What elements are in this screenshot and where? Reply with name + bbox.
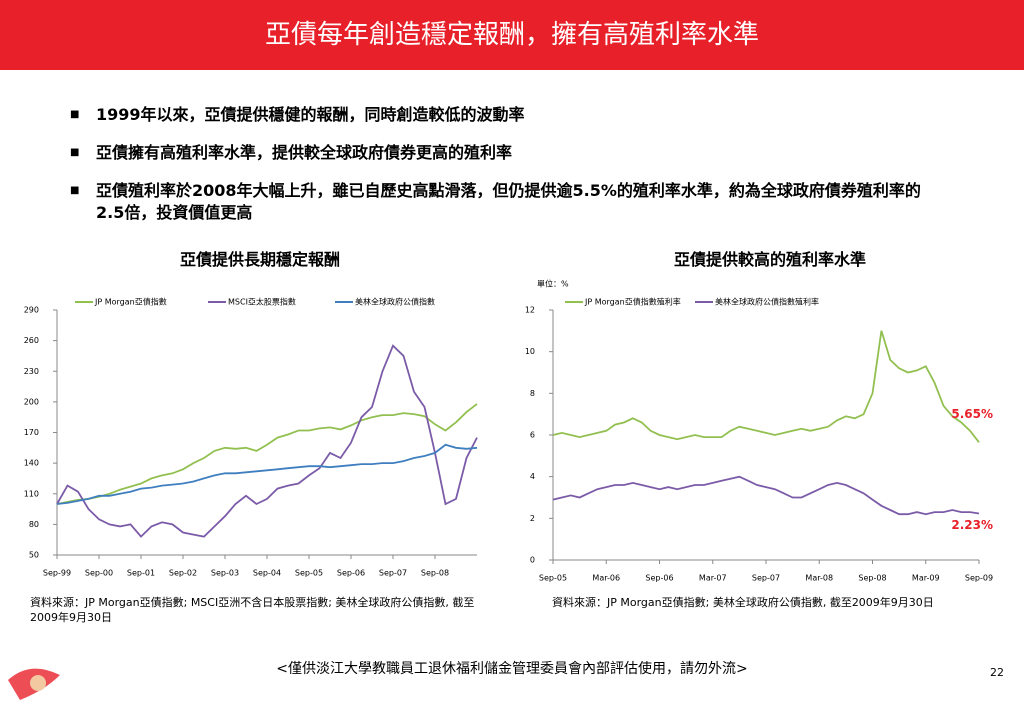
annotation: 2.23%	[951, 518, 993, 532]
bullet-text: 亞債擁有高殖利率水準，提供較全球政府債券更高的殖利率	[96, 143, 513, 162]
legend-label: JP Morgan亞債指數殖利率	[584, 297, 681, 307]
legend-label: JP Morgan亞債指數	[94, 297, 167, 307]
bullet: ■ 1999年以來，亞債提供穩健的報酬，同時創造較低的波動率	[70, 104, 950, 126]
y-tick-label: 6	[530, 431, 535, 440]
series-line	[56, 344, 478, 538]
x-tick-label: Sep-99	[43, 569, 71, 578]
chart-title: 亞債提供較高的殖利率水準	[673, 250, 866, 269]
x-tick-label: Sep-04	[253, 569, 281, 578]
x-tick-label: Sep-08	[858, 574, 886, 583]
page-number: 22	[990, 666, 1004, 679]
unit-label: 單位：%	[537, 279, 569, 289]
y-tick-label: 290	[24, 306, 39, 315]
x-tick-label: Mar-06	[592, 574, 620, 583]
x-tick-label: Sep-05	[295, 569, 323, 578]
x-tick-label: Mar-09	[912, 574, 940, 583]
x-tick-label: Sep-05	[539, 574, 567, 583]
legend-label: 美林全球政府公債指數殖利率	[715, 297, 819, 307]
series-line	[56, 443, 478, 505]
x-tick-label: Sep-03	[211, 569, 239, 578]
y-tick-label: 80	[29, 520, 39, 529]
x-tick-label: Mar-08	[805, 574, 833, 583]
series-line	[56, 403, 478, 505]
logo	[8, 668, 60, 700]
x-tick-label: Sep-06	[645, 574, 673, 583]
annotation: 5.65%	[951, 407, 993, 421]
x-tick-label: Sep-09	[965, 574, 993, 583]
y-tick-label: 140	[24, 459, 39, 468]
y-tick-label: 170	[24, 428, 39, 437]
source: 資料來源：JP Morgan亞債指數; 美林全球政府公債指數, 截至2009年9…	[552, 596, 934, 609]
legend-label: 美林全球政府公債指數	[355, 297, 435, 307]
y-tick-label: 200	[24, 397, 39, 406]
series-line	[552, 475, 980, 516]
x-tick-label: Mar-07	[699, 574, 727, 583]
x-tick-label: Sep-08	[421, 569, 449, 578]
x-tick-label: Sep-00	[85, 569, 113, 578]
x-tick-label: Sep-01	[127, 569, 155, 578]
y-tick-label: 10	[525, 347, 535, 356]
source: 資料來源：JP Morgan亞債指數; MSCI亞洲不含日本股票指數; 美林全球…	[30, 596, 475, 624]
y-tick-label: 110	[24, 489, 39, 498]
y-tick-label: 2	[530, 514, 535, 523]
header-bar	[0, 0, 1024, 70]
y-tick-label: 230	[24, 367, 39, 376]
x-tick-label: Sep-07	[379, 569, 407, 578]
y-tick-label: 8	[530, 389, 535, 398]
x-tick-label: Sep-07	[752, 574, 780, 583]
bullet-text: 1999年以來，亞債提供穩健的報酬，同時創造較低的波動率	[96, 105, 525, 124]
bullet: ■ 亞債殖利率於2008年大幅上升，雖已自歷史高點滑落，但仍提供逾5.5%的殖利率…	[70, 180, 950, 224]
legend-label: MSCI亞太股票指數	[228, 297, 296, 307]
y-tick-label: 50	[29, 551, 39, 560]
bullet: ■ 亞債擁有高殖利率水準，提供較全球政府債券更高的殖利率	[70, 142, 950, 164]
footer-note: <僅供淡江大學教職員工退休福利儲金管理委員會內部評估使用，請勿外流>	[276, 661, 748, 677]
series-line	[552, 330, 980, 443]
y-tick-label: 12	[525, 306, 535, 315]
x-tick-label: Sep-06	[337, 569, 365, 578]
x-tick-label: Sep-02	[169, 569, 197, 578]
y-tick-label: 260	[24, 336, 39, 345]
bullet-text: 亞債殖利率於2008年大幅上升，雖已自歷史高點滑落，但仍提供逾5.5%的殖利率水…	[96, 181, 921, 222]
chart-title: 亞債提供長期穩定報酬	[179, 250, 340, 269]
y-tick-label: 0	[530, 556, 535, 565]
y-tick-label: 4	[530, 472, 535, 481]
title: 亞債每年創造穩定報酬，擁有高殖利率水準	[264, 20, 759, 50]
